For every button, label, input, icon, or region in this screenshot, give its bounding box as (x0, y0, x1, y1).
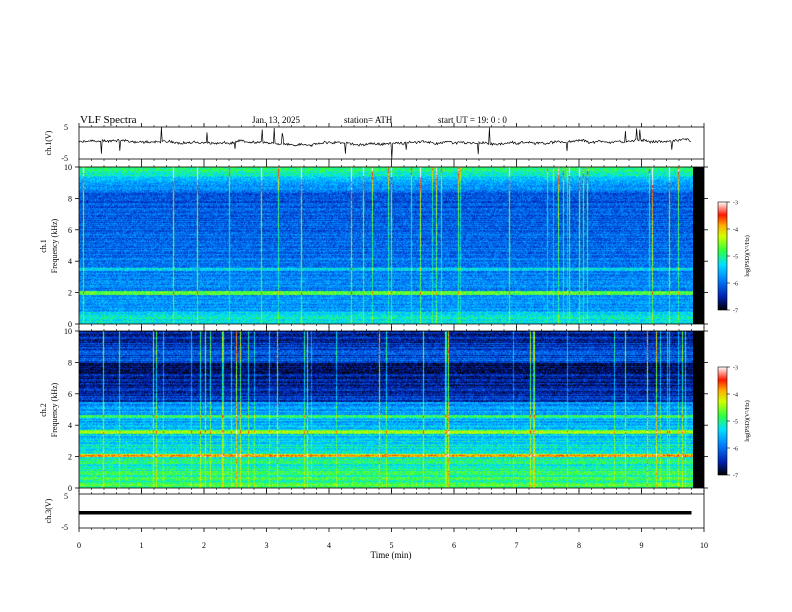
colorbar-tick-label: -4 (733, 228, 738, 234)
frequency-tick-label: 8 (68, 194, 72, 203)
frequency-tick-label: 6 (68, 226, 72, 235)
time-tick-label: 1 (140, 541, 144, 550)
time-tick-label: 10 (700, 541, 708, 550)
ch1-spectrogram-image (79, 167, 693, 324)
colorbar-tick-label: -3 (733, 201, 738, 207)
time-tick-label: 7 (515, 541, 519, 550)
start-time-label: start UT = 19: 0 : 0 (438, 115, 507, 125)
time-tick-label: 3 (265, 541, 269, 550)
ch2-colorbar-label: log(PSD)(V²/Hz) (744, 400, 751, 441)
time-axis-label: Time (min) (371, 550, 412, 560)
time-tick-label: 4 (327, 541, 331, 550)
frequency-tick-label: 2 (68, 453, 72, 462)
time-tick-label: 5 (390, 541, 394, 550)
ch3-ytick-top: 5 (64, 492, 68, 501)
colorbar-tick-label: -7 (733, 309, 738, 315)
colorbar-tick-label: -7 (733, 474, 738, 480)
colorbar-tick-label: -3 (733, 366, 738, 372)
frequency-tick-label: 10 (64, 327, 72, 336)
time-axis-ticks (78, 123, 705, 532)
ch1-colorbar (717, 201, 728, 311)
frequency-tick-label: 4 (68, 257, 72, 266)
ch2-spectrogram-ylabel-line2: Frequency (kHz) (50, 382, 59, 437)
frequency-tick-label: 4 (68, 421, 72, 430)
ch3-waveform-ylabel: ch.3(V) (44, 498, 53, 523)
ch2-colorbar (717, 366, 728, 476)
time-tick-label: 2 (202, 541, 206, 550)
ch1-waveform-panel: 5 -5 ch.1(V) (44, 123, 705, 163)
colorbar-tick-label: -6 (733, 447, 738, 453)
ch1-waveform-ylabel: ch.1(V) (44, 130, 53, 155)
frequency-tick-label: 10 (64, 163, 72, 172)
date-label: Jan. 13, 2025 (252, 115, 300, 125)
time-axis-ticklabels: 0 1 2 3 4 5 6 7 8 9 10 (77, 541, 708, 550)
station-label: station= ATH (344, 115, 393, 125)
ch1-colorbar-label: log(PSD)(V²/Hz) (744, 235, 751, 276)
frequency-tick-label: 6 (68, 390, 72, 399)
ch2-spectrogram-ylabel-line1: ch.2 (39, 403, 48, 417)
ch1-frequency-axis: 0 2 4 6 8 10 (64, 163, 708, 329)
figure-title: VLF Spectra (80, 114, 137, 126)
time-tick-label: 0 (77, 541, 81, 550)
ch1-ytick-bottom: -5 (61, 154, 68, 163)
ch1-ytick-top: 5 (64, 123, 68, 132)
frequency-tick-label: 2 (68, 289, 72, 298)
frequency-tick-label: 0 (68, 320, 72, 329)
ch2-spectrogram-image (79, 331, 693, 488)
ch1-waveform-line (78, 126, 692, 160)
ch3-waveform-panel: 5 -5 ch.3(V) (44, 492, 705, 532)
colorbar-tick-label: -6 (733, 282, 738, 288)
ch1-spectrogram-ylabel-line1: ch.1 (39, 239, 48, 253)
frequency-tick-label: 8 (68, 358, 72, 367)
ch1-spectrogram-ylabel-line2: Frequency (kHz) (50, 218, 59, 273)
colorbar-tick-label: -5 (733, 420, 738, 426)
ch2-colorbar-ticks: -3 -4 -5 -6 -7 (727, 366, 738, 480)
ch3-ytick-bottom: -5 (61, 523, 68, 532)
colorbar-tick-label: -4 (733, 393, 738, 399)
time-tick-label: 9 (640, 541, 644, 550)
frequency-tick-label: 0 (68, 484, 72, 493)
time-tick-label: 6 (452, 541, 456, 550)
time-tick-label: 8 (577, 541, 581, 550)
colorbar-tick-label: -5 (733, 255, 738, 261)
ch1-colorbar-ticks: -3 -4 -5 -6 -7 (727, 201, 738, 315)
ch2-frequency-axis: 0 2 4 6 8 10 (64, 327, 708, 493)
